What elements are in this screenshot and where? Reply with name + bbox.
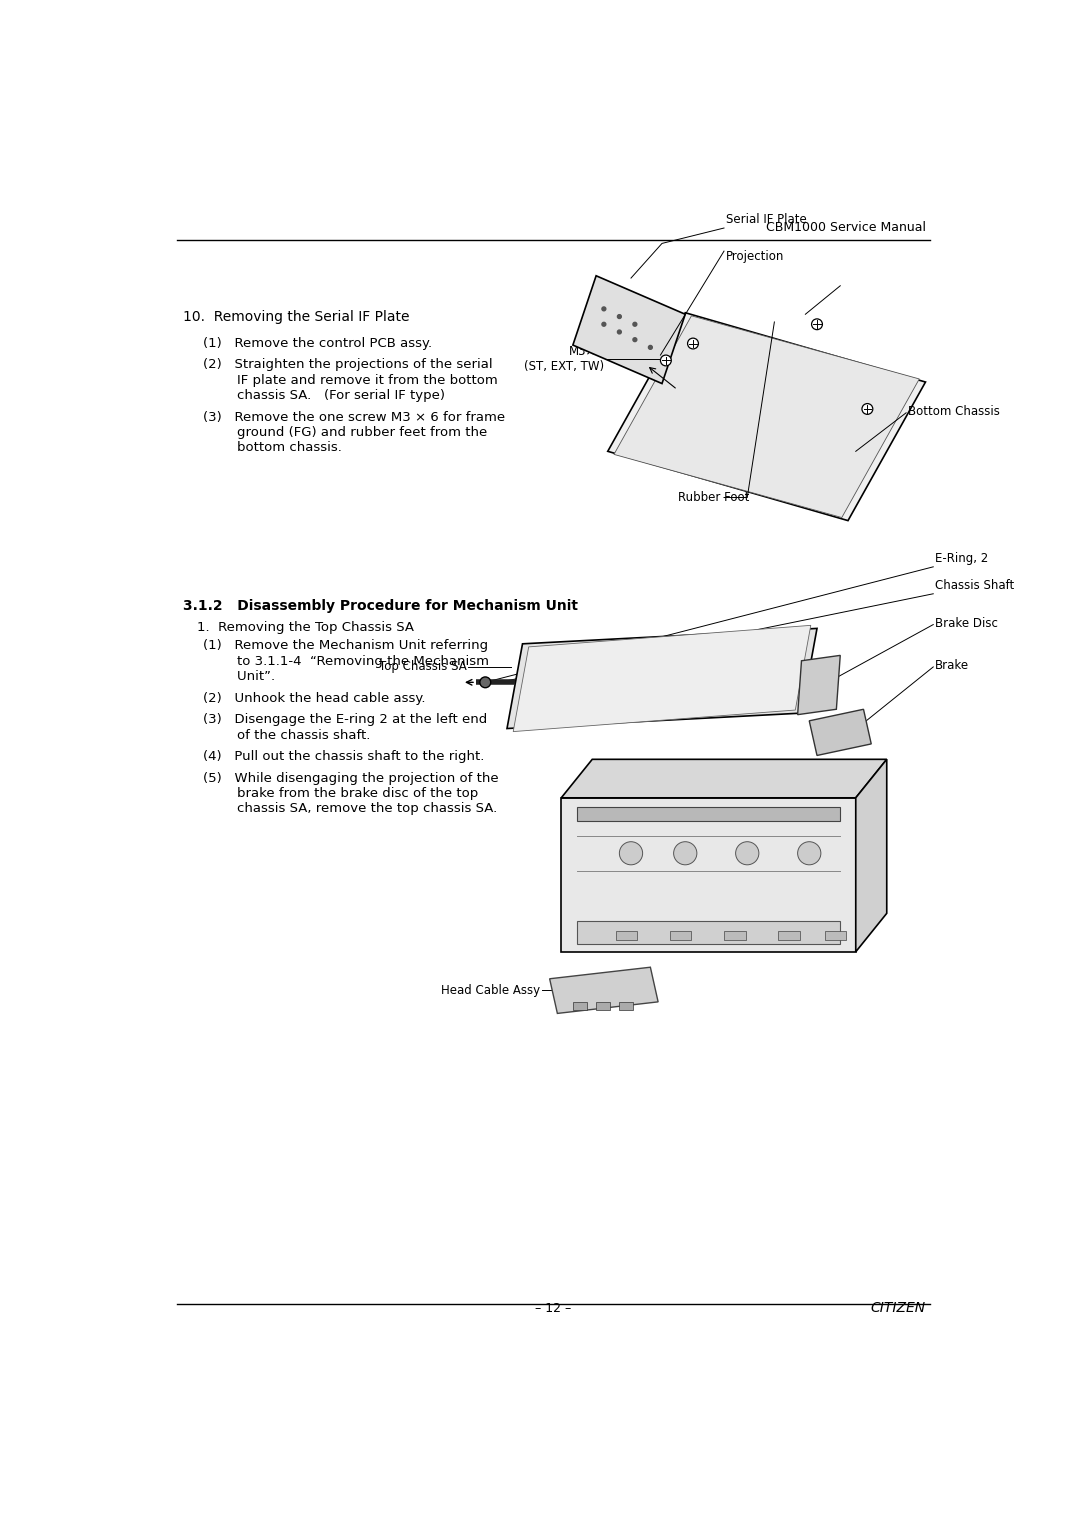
Text: (2)   Unhook the head cable assy.: (2) Unhook the head cable assy. (203, 692, 426, 704)
Polygon shape (572, 275, 685, 384)
Text: (3)   Disengage the E-ring 2 at the left end: (3) Disengage the E-ring 2 at the left e… (203, 714, 487, 726)
Text: (2)   Straighten the projections of the serial: (2) Straighten the projections of the se… (203, 358, 492, 371)
Text: Top Chassis SA: Top Chassis SA (379, 660, 467, 674)
Text: Chassis Shaft: Chassis Shaft (935, 579, 1014, 593)
Text: 1.  Removing the Top Chassis SA: 1. Removing the Top Chassis SA (197, 620, 414, 634)
Text: Brake Disc: Brake Disc (935, 616, 998, 630)
Circle shape (648, 345, 652, 350)
Text: Bottom Chassis: Bottom Chassis (907, 405, 1000, 417)
Text: ground (FG) and rubber feet from the: ground (FG) and rubber feet from the (203, 426, 487, 439)
Circle shape (602, 322, 606, 325)
Text: bottom chassis.: bottom chassis. (203, 442, 342, 454)
FancyBboxPatch shape (596, 1002, 610, 1010)
Text: (5)   While disengaging the projection of the: (5) While disengaging the projection of … (203, 772, 499, 785)
Text: (4)   Pull out the chassis shaft to the right.: (4) Pull out the chassis shaft to the ri… (203, 750, 485, 762)
Text: Serial IF Plate: Serial IF Plate (726, 214, 807, 226)
Text: M3×6
(ST, EXT, TW): M3×6 (ST, EXT, TW) (524, 345, 604, 373)
Polygon shape (855, 759, 887, 952)
Circle shape (633, 338, 637, 342)
Circle shape (618, 330, 621, 335)
Circle shape (602, 307, 606, 310)
Text: (1)   Remove the Mechanism Unit referring: (1) Remove the Mechanism Unit referring (203, 639, 488, 652)
Circle shape (735, 842, 759, 865)
Circle shape (619, 842, 643, 865)
FancyBboxPatch shape (825, 931, 847, 940)
Circle shape (798, 842, 821, 865)
Circle shape (633, 322, 637, 325)
Text: Head Cable Assy: Head Cable Assy (442, 984, 540, 996)
Circle shape (688, 338, 699, 348)
FancyBboxPatch shape (619, 1002, 633, 1010)
Text: brake from the brake disc of the top: brake from the brake disc of the top (203, 787, 478, 801)
Text: (1)   Remove the control PCB assy.: (1) Remove the control PCB assy. (203, 336, 432, 350)
Polygon shape (507, 628, 816, 729)
Text: E-Ring, 2: E-Ring, 2 (935, 552, 988, 565)
Circle shape (862, 403, 873, 414)
Text: of the chassis shaft.: of the chassis shaft. (203, 729, 370, 741)
Text: chassis SA.   (For serial IF type): chassis SA. (For serial IF type) (203, 390, 445, 402)
Text: IF plate and remove it from the bottom: IF plate and remove it from the bottom (203, 373, 498, 387)
FancyBboxPatch shape (572, 1002, 586, 1010)
Text: CBM1000 Service Manual: CBM1000 Service Manual (766, 222, 926, 234)
Text: Rubber Foot: Rubber Foot (677, 490, 748, 504)
Text: (3)   Remove the one screw M3 × 6 for frame: (3) Remove the one screw M3 × 6 for fram… (203, 411, 505, 423)
Circle shape (480, 677, 490, 688)
FancyBboxPatch shape (779, 931, 800, 940)
Text: chassis SA, remove the top chassis SA.: chassis SA, remove the top chassis SA. (203, 802, 498, 816)
Text: – 12 –: – 12 – (536, 1302, 571, 1316)
FancyBboxPatch shape (670, 931, 691, 940)
Text: Unit”.: Unit”. (203, 669, 275, 683)
FancyBboxPatch shape (577, 921, 840, 944)
Circle shape (674, 842, 697, 865)
Text: 3.1.2   Disassembly Procedure for Mechanism Unit: 3.1.2 Disassembly Procedure for Mechanis… (183, 599, 578, 613)
Circle shape (618, 315, 621, 318)
Text: to 3.1.1-4  “Removing the Mechanism: to 3.1.1-4 “Removing the Mechanism (203, 654, 489, 668)
Polygon shape (809, 709, 872, 755)
FancyBboxPatch shape (577, 807, 840, 821)
Circle shape (811, 319, 823, 330)
Text: Brake: Brake (935, 659, 969, 672)
Polygon shape (562, 798, 855, 952)
Polygon shape (513, 625, 811, 732)
Polygon shape (798, 656, 840, 715)
Polygon shape (613, 316, 919, 518)
Text: CITIZEN: CITIZEN (870, 1302, 926, 1316)
Polygon shape (550, 967, 658, 1013)
FancyBboxPatch shape (724, 931, 745, 940)
Polygon shape (608, 313, 926, 521)
Text: 10.  Removing the Serial IF Plate: 10. Removing the Serial IF Plate (183, 310, 409, 324)
Polygon shape (562, 759, 887, 798)
Text: Projection: Projection (726, 249, 784, 263)
Circle shape (661, 354, 672, 365)
FancyBboxPatch shape (616, 931, 637, 940)
